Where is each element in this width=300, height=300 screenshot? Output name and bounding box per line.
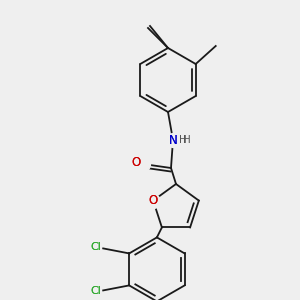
Text: N: N (169, 134, 177, 146)
Text: H: H (179, 135, 187, 145)
Text: Cl: Cl (91, 242, 102, 252)
Text: N: N (169, 134, 177, 146)
Text: O: O (148, 194, 158, 207)
Text: O: O (148, 194, 158, 207)
Text: Cl: Cl (91, 242, 102, 252)
Text: Cl: Cl (91, 286, 102, 296)
Text: Cl: Cl (91, 286, 102, 296)
Text: O: O (131, 157, 141, 169)
Text: H: H (183, 135, 191, 145)
Text: O: O (131, 157, 141, 169)
